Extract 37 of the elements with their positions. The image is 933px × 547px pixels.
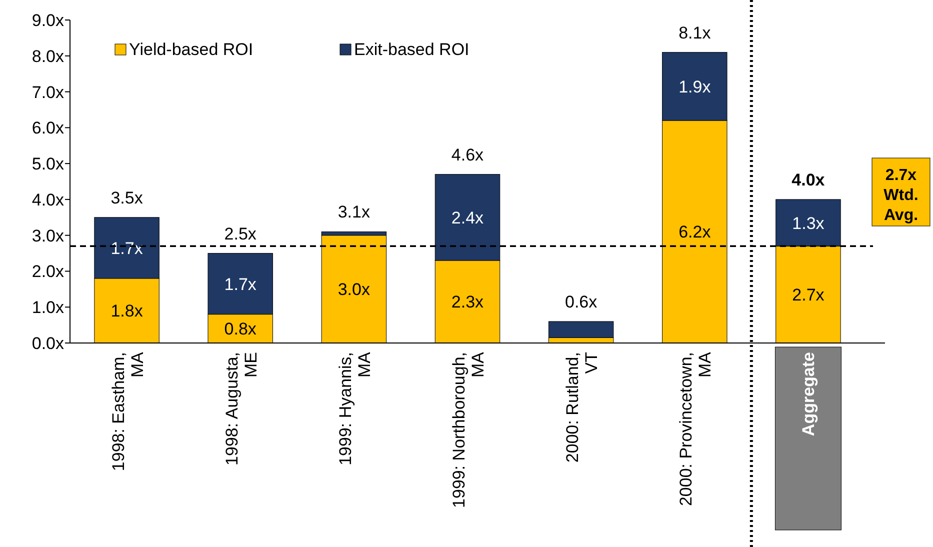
data-label: 1.7x <box>224 274 257 294</box>
y-tick-label: 5.0x <box>32 154 64 174</box>
y-tick-label: 3.0x <box>32 226 64 246</box>
x-tick-label: 1999: Hyannis, MA <box>336 351 374 466</box>
data-label: 6.2x <box>678 222 712 242</box>
y-tick-label: 0.0x <box>32 334 64 353</box>
x-tick-label: 2000: Provincetown, MA <box>676 351 715 506</box>
data-label: 3.0x <box>338 280 370 300</box>
data-label: 2.4x <box>451 208 484 228</box>
x-tick-label: 1998: Augusta, ME <box>222 352 260 466</box>
total-label: 2.5x <box>224 224 257 244</box>
legend-label: Exit-based ROI <box>354 40 470 59</box>
total-label: 3.5x <box>110 188 144 208</box>
total-label: 0.6x <box>565 292 598 312</box>
y-tick-label: 8.0x <box>32 46 64 66</box>
x-tick-label: 1999: Northborough, MA <box>450 351 488 508</box>
y-tick-label: 4.0x <box>32 190 64 210</box>
data-label: 1.9x <box>678 77 712 96</box>
x-tick-label: 1998: Eastham, MA <box>108 351 147 472</box>
data-label: 1.3x <box>792 214 825 233</box>
ref-line-label: 2.7x Wtd. Avg. <box>884 167 918 224</box>
total-label: 3.1x <box>338 202 370 222</box>
y-tick-label: 9.0x <box>32 11 64 30</box>
legend-label: Yield-based ROI <box>129 40 254 59</box>
y-tick-label: 2.0x <box>32 262 64 282</box>
total-label: 4.0x <box>792 170 826 190</box>
x-tick-label: 2000: Rutland, VT <box>563 352 602 463</box>
x-tick-label: Aggregate <box>799 352 818 436</box>
y-tick-label: 1.0x <box>32 298 64 318</box>
data-label: 1.8x <box>110 302 144 321</box>
y-tick-label: 6.0x <box>32 118 64 138</box>
total-label: 8.1x <box>678 23 712 42</box>
data-label: 2.3x <box>451 292 484 312</box>
data-label: 0.8x <box>224 320 257 339</box>
total-label: 4.6x <box>451 145 484 164</box>
y-tick-label: 7.0x <box>32 82 64 102</box>
data-label: 2.7x <box>792 286 825 305</box>
